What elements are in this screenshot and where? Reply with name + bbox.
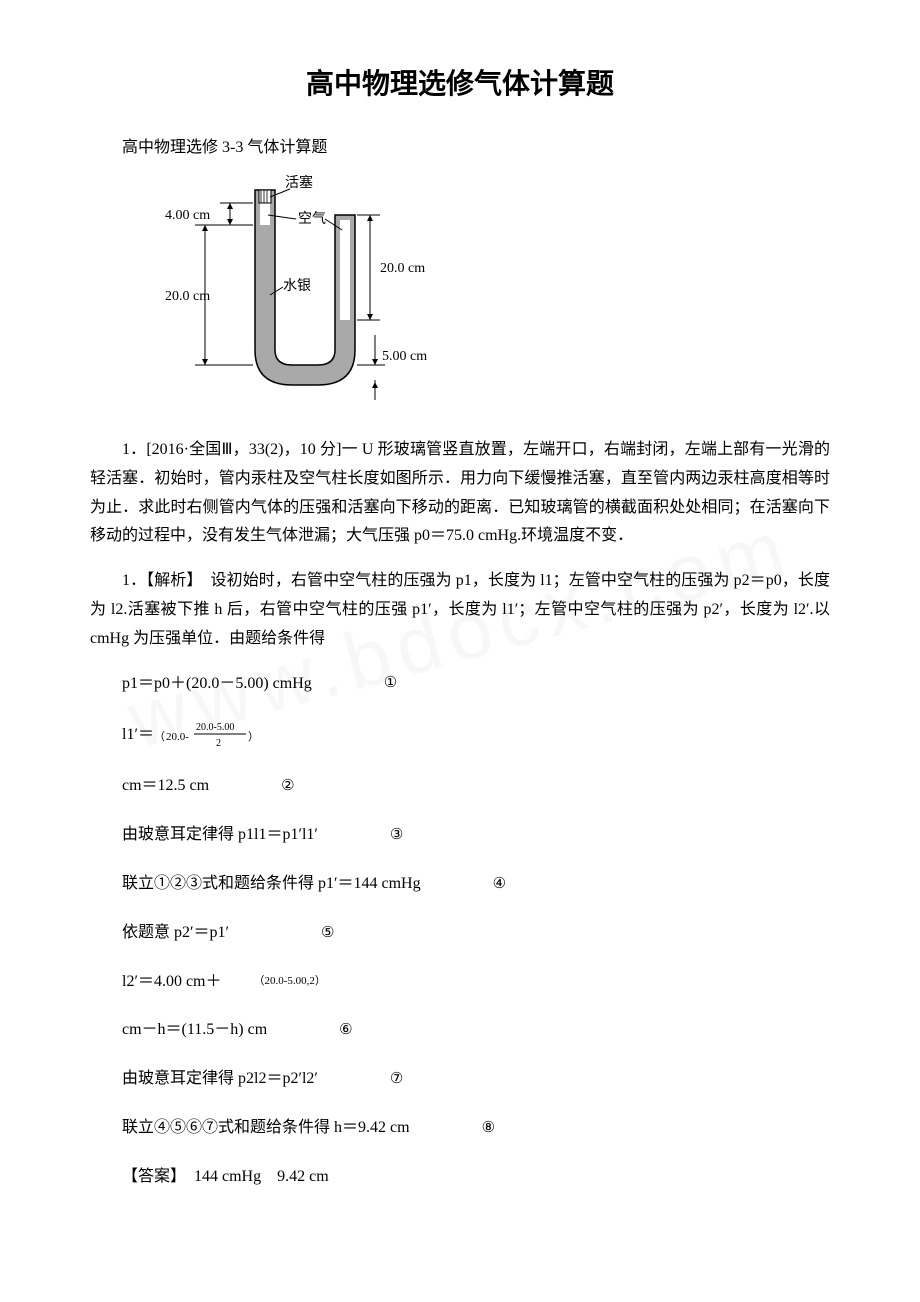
svg-text:20.0-: 20.0- — [166, 731, 189, 743]
eq1-num: ① — [352, 670, 397, 697]
svg-text:（: （ — [154, 730, 165, 743]
eq7-super: （20.0-5.00,2） — [222, 972, 326, 992]
air-label: 空气 — [298, 211, 326, 227]
eq5-num: ④ — [461, 871, 506, 898]
dim-right-top: 20.0 cm — [380, 261, 425, 276]
eq5-text: 联立①②③式和题给条件得 p1′＝144 cmHg — [90, 870, 421, 899]
equation-1: p1＝p0＋(20.0－5.00) cmHg ① — [90, 670, 830, 699]
equation-10: 联立④⑤⑥⑦式和题给条件得 h＝9.42 cm ⑧ — [90, 1114, 830, 1143]
equation-4: 由玻意耳定律得 p1l1＝p1′l1′ ③ — [90, 821, 830, 850]
eq9-text: 由玻意耳定律得 p2l2＝p2′l2′ — [90, 1065, 318, 1094]
eq3-num: ② — [249, 773, 294, 800]
svg-text:）: ） — [248, 730, 259, 743]
eq4-text: 由玻意耳定律得 p1l1＝p1′l1′ — [90, 821, 318, 850]
svg-text:2: 2 — [216, 738, 221, 749]
eq6-num: ⑤ — [289, 920, 334, 947]
equation-8: cm－h＝(11.5－h) cm ⑥ — [90, 1016, 830, 1045]
eq4-num: ③ — [358, 822, 403, 849]
eq8-text: cm－h＝(11.5－h) cm — [90, 1016, 267, 1045]
problem-text: 1．[2016·全国Ⅲ，33(2)，10 分]一 U 形玻璃管竖直放置，左端开口… — [90, 436, 830, 551]
fraction-1: （ 20.0- 20.0-5.00 2 ） — [154, 718, 264, 752]
equation-3: cm＝12.5 cm ② — [90, 772, 830, 801]
dim-right-bottom: 5.00 cm — [382, 349, 427, 364]
equation-6: 依题意 p2′＝p1′ ⑤ — [90, 919, 830, 948]
eq10-num: ⑧ — [450, 1115, 495, 1142]
piston-label: 活塞 — [285, 175, 313, 191]
page-title: 高中物理选修气体计算题 — [90, 60, 830, 110]
document-content: 高中物理选修气体计算题 高中物理选修 3-3 气体计算题 活塞 空气 水银 — [90, 60, 830, 1192]
eq10-text: 联立④⑤⑥⑦式和题给条件得 h＝9.42 cm — [90, 1114, 410, 1143]
analysis-text: 1．【解析】 设初始时，右管中空气柱的压强为 p1，长度为 l1；左管中空气柱的… — [90, 567, 830, 653]
right-air-column — [340, 220, 350, 320]
eq6-text: 依题意 p2′＝p1′ — [90, 919, 229, 948]
eq8-num: ⑥ — [307, 1017, 352, 1044]
answer-text: 【答案】 144 cmHg 9.42 cm — [90, 1163, 830, 1192]
eq9-num: ⑦ — [358, 1066, 403, 1093]
eq2-prefix: l1′＝ — [90, 721, 154, 750]
left-air-column — [260, 203, 270, 225]
subtitle: 高中物理选修 3-3 气体计算题 — [90, 134, 830, 163]
equation-7: l2′＝4.00 cm＋ （20.0-5.00,2） — [90, 968, 830, 997]
dim-left-bottom: 20.0 cm — [165, 289, 210, 304]
dim-left-top: 4.00 cm — [165, 208, 210, 223]
mercury-label: 水银 — [283, 278, 311, 294]
equation-5: 联立①②③式和题给条件得 p1′＝144 cmHg ④ — [90, 870, 830, 899]
equation-2: l1′＝ （ 20.0- 20.0-5.00 2 ） — [90, 718, 830, 752]
equation-9: 由玻意耳定律得 p2l2＝p2′l2′ ⑦ — [90, 1065, 830, 1094]
eq1-text: p1＝p0＋(20.0－5.00) cmHg — [90, 670, 312, 699]
eq3-text: cm＝12.5 cm — [90, 772, 209, 801]
eq7-prefix: l2′＝4.00 cm＋ — [90, 968, 222, 997]
svg-text:20.0-5.00: 20.0-5.00 — [196, 722, 234, 733]
u-tube-diagram: 活塞 空气 水银 4.00 cm 20.0 cm — [160, 175, 830, 416]
